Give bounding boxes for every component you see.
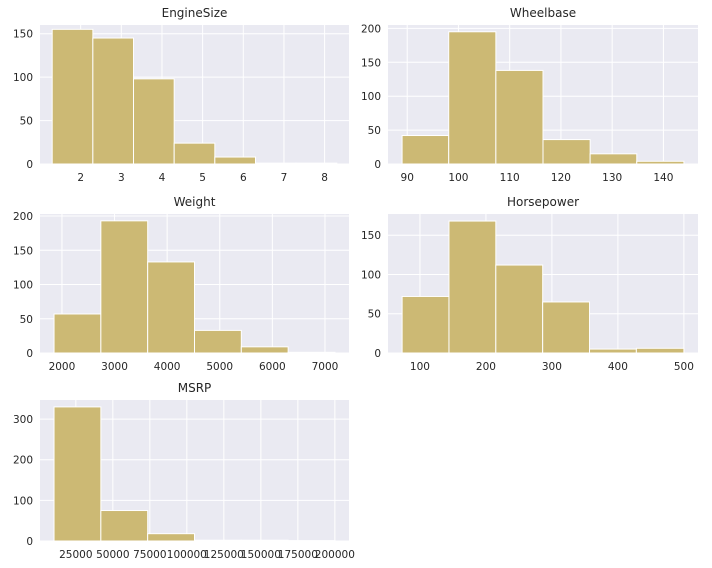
- x-tick-label: 6: [240, 172, 247, 184]
- x-tick-label: 2: [77, 172, 84, 184]
- y-tick-label: 150: [361, 230, 381, 242]
- x-tick-label: 175000: [278, 549, 318, 561]
- histogram-bar: [194, 329, 242, 354]
- histogram-bar: [448, 31, 497, 165]
- histogram-bar: [173, 142, 216, 165]
- x-tick-label: 90: [401, 172, 414, 184]
- x-tick-label: 5: [199, 172, 206, 184]
- x-tick-label: 500: [674, 361, 694, 373]
- x-tick-label: 125000: [204, 549, 244, 561]
- x-tick-label: 120: [551, 172, 571, 184]
- histogram-bar: [542, 301, 591, 354]
- x-tick-label: 400: [608, 361, 628, 373]
- x-tick-label: 25000: [59, 549, 92, 561]
- x-tick-label: 75000: [133, 549, 166, 561]
- histogram-bar: [100, 510, 149, 542]
- subplot-weight: 2000 3000 4000 5000 6000 7000 0 50 100 150 200 Weig…: [13, 195, 349, 373]
- x-tick-label: 4000: [154, 361, 181, 373]
- x-tick-label: 100: [410, 361, 430, 373]
- histogram-bar: [147, 261, 196, 354]
- y-tick-label: 50: [20, 314, 33, 326]
- x-tick-label: 2000: [49, 361, 76, 373]
- histogram-bar: [92, 37, 135, 165]
- subplot-horsepower: 100 200 300 400 500 0 50 100 150 Horsepower: [361, 195, 698, 373]
- y-tick-label: 300: [13, 414, 33, 426]
- subplot-title: Wheelbase: [510, 6, 576, 20]
- histogram-bar: [53, 406, 102, 542]
- x-tick-label: 6000: [259, 361, 286, 373]
- histogram-bar: [254, 162, 297, 165]
- y-tick-label: 150: [361, 57, 381, 69]
- y-tick-label: 50: [20, 116, 33, 128]
- y-tick-label: 0: [26, 348, 33, 360]
- x-tick-label: 130: [602, 172, 622, 184]
- histogram-bar: [495, 264, 544, 354]
- subplot-title: Horsepower: [507, 195, 579, 209]
- x-tick-label: 7: [281, 172, 288, 184]
- y-tick-label: 200: [361, 23, 381, 35]
- subplot-title: EngineSize: [162, 6, 228, 20]
- histogram-bar: [133, 78, 175, 165]
- x-tick-label: 7000: [312, 361, 339, 373]
- histogram-bar: [589, 153, 638, 165]
- histogram-bar: [193, 539, 242, 542]
- histogram-bar: [589, 348, 637, 354]
- y-tick-label: 0: [26, 536, 33, 548]
- x-tick-label: 3: [118, 172, 125, 184]
- histogram-bar: [51, 28, 94, 165]
- histogram-bar: [100, 220, 149, 354]
- y-tick-label: 200: [13, 211, 33, 223]
- x-tick-label: 110: [500, 172, 520, 184]
- y-tick-label: 0: [374, 159, 381, 171]
- y-tick-label: 100: [13, 72, 33, 84]
- subplot-title: MSRP: [178, 381, 212, 395]
- histogram-bar: [147, 533, 195, 542]
- subplot-enginesize: 2 3 4 5 6 7 8 0 50 100 150 EngineSize: [13, 6, 349, 184]
- x-tick-label: 5000: [206, 361, 233, 373]
- y-tick-label: 50: [368, 309, 381, 321]
- y-tick-label: 150: [13, 29, 33, 41]
- histogram-bar: [53, 313, 102, 354]
- histogram-bar: [240, 346, 289, 354]
- histogram-bar: [287, 351, 336, 354]
- y-tick-label: 100: [13, 280, 33, 292]
- x-tick-label: 140: [653, 172, 673, 184]
- y-tick-label: 100: [361, 91, 381, 103]
- y-tick-label: 0: [26, 159, 33, 171]
- x-tick-label: 50000: [96, 549, 129, 561]
- x-tick-label: 100000: [167, 549, 207, 561]
- y-tick-label: 50: [368, 125, 381, 137]
- x-tick-label: 8: [321, 172, 328, 184]
- histogram-bar: [635, 347, 685, 354]
- histogram-bar: [240, 539, 289, 542]
- y-tick-label: 150: [13, 245, 33, 257]
- y-tick-label: 0: [374, 348, 381, 360]
- histogram-bar: [401, 135, 450, 165]
- y-tick-label: 100: [361, 269, 381, 281]
- histogram-bar: [636, 160, 685, 165]
- histogram-bar: [214, 156, 256, 165]
- y-tick-label: 100: [13, 495, 33, 507]
- subplot-msrp: 25000 50000 75000 1000001250001500001750002…: [13, 381, 355, 561]
- subplot-wheelbase: 90 100 110 120 130 140 0 50 100 150 200 Wheelbase: [361, 6, 698, 184]
- x-tick-label: 150000: [241, 549, 281, 561]
- histogram-bar: [448, 220, 497, 354]
- x-tick-label: 200000: [315, 549, 355, 561]
- y-tick-label: 200: [13, 455, 33, 467]
- histogram-bar: [495, 69, 544, 165]
- subplot-title: Weight: [174, 195, 216, 209]
- histogram-bar: [401, 295, 450, 354]
- x-tick-label: 200: [476, 361, 496, 373]
- x-tick-label: 100: [448, 172, 468, 184]
- x-tick-label: 4: [159, 172, 166, 184]
- x-tick-label: 3000: [101, 361, 128, 373]
- x-tick-label: 300: [542, 361, 562, 373]
- histogram-bar: [542, 139, 591, 165]
- histogram-bar: [295, 162, 338, 165]
